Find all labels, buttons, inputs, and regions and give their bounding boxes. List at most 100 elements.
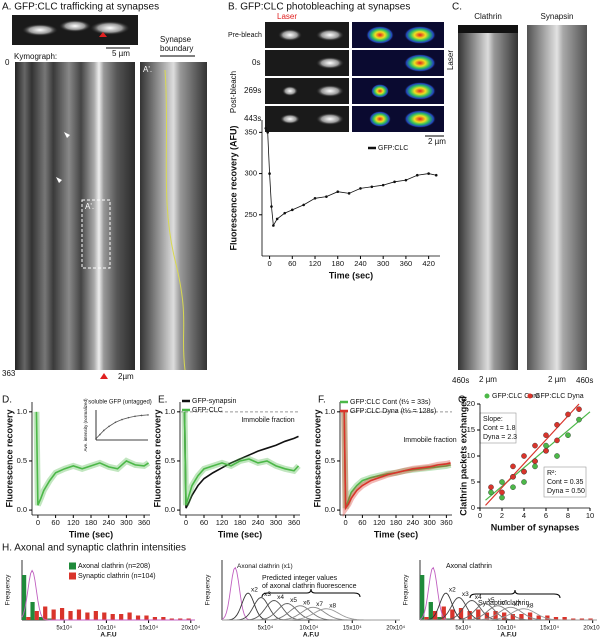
time-label: 460s	[452, 376, 469, 385]
bar	[571, 618, 576, 620]
curve-label: x3	[462, 591, 469, 598]
y-axis-label: Fluorescence recovery (AFU)	[228, 125, 238, 250]
point	[521, 479, 527, 485]
curve-label: x6	[303, 599, 310, 606]
x-tick-label: 8	[566, 511, 570, 520]
bar	[424, 617, 429, 620]
x-tick-label: 10	[586, 511, 594, 520]
point	[499, 489, 505, 496]
x-tick-label: 300	[377, 259, 390, 268]
time-label: 460s	[576, 376, 593, 385]
scale-label: 2µm	[118, 372, 134, 381]
time-label: 0	[5, 58, 10, 67]
bar	[135, 615, 141, 620]
x-tick-label: 360	[400, 259, 413, 268]
y-tick-label: 0.0	[17, 505, 27, 514]
chart-title: soluble GFP (untagged)	[88, 400, 152, 406]
bar	[110, 614, 115, 620]
x-axis-label: Time (sec)	[69, 529, 113, 539]
bar	[76, 609, 82, 620]
kymograph-zoom	[140, 62, 207, 370]
curve-label: x7	[316, 601, 323, 608]
y-axis-label: Fluorescence recovery	[4, 409, 14, 507]
y-tick-label: 1.0	[165, 407, 175, 416]
x-tick-label: 60	[358, 518, 366, 527]
curve	[221, 592, 400, 621]
series-line	[183, 411, 300, 506]
y-tick-label: 300	[244, 169, 257, 178]
legend-label: GFP:CLC	[378, 145, 408, 152]
point	[554, 453, 560, 459]
annotation: Dyna = 2.3	[483, 434, 517, 441]
bar	[476, 609, 481, 620]
x-tick-label: 20x10⁴	[386, 625, 405, 632]
bar	[127, 612, 132, 620]
bar	[579, 618, 585, 620]
boundary-trace	[164, 69, 186, 371]
chart: Ave. intensity (normalized) soluble GFP (…	[83, 398, 152, 451]
curve-label: x2	[449, 587, 456, 594]
y-tick-label: 5	[471, 477, 475, 486]
x-tick-label: 420	[422, 259, 435, 268]
y-tick-label: 250	[244, 210, 257, 219]
panel-label: F.	[318, 395, 326, 406]
point	[499, 494, 505, 501]
point	[488, 484, 494, 491]
bleach-band	[458, 25, 518, 33]
curve-label: x8	[527, 602, 534, 609]
curve-label: x4	[277, 594, 284, 601]
x-tick-label: 120	[67, 518, 80, 527]
bar	[519, 614, 524, 620]
kymograph	[458, 25, 518, 370]
channel-label: Clathrin	[474, 12, 502, 21]
x-tick-label: 0	[267, 259, 271, 268]
scale-label: 2 µm	[548, 375, 566, 384]
chart: 0.0 0.5 1.0 0 60 120 180 240 300 360 Time (sec) Flu…	[2, 395, 150, 540]
label: boundary	[160, 44, 193, 53]
bar	[186, 618, 191, 620]
legend-swatch	[69, 572, 76, 580]
x-axis-label: Number of synapses	[491, 522, 580, 532]
curve-label: x4	[475, 594, 482, 601]
bar	[22, 575, 27, 620]
y-tick-label: 10	[467, 451, 475, 460]
y-axis-label: Clathrin packets exchanged	[458, 396, 468, 516]
y-tick-label: 350	[244, 127, 257, 136]
x-tick-label: 4	[522, 511, 526, 520]
legend-label: GFP:CLC Cont	[492, 393, 539, 400]
bar	[30, 602, 35, 620]
legend-label: GFP:CLC Cont (t½ = 33s)	[350, 398, 431, 406]
point	[532, 442, 538, 449]
x-tick-label: 5x10⁴	[56, 625, 72, 632]
chart: 5x10⁴ 10x10⁴ 15x10⁴ 20x10⁴ A.F.U Frequency Axo…	[5, 560, 201, 639]
bar	[502, 612, 507, 620]
panel-label: D.	[2, 395, 12, 406]
curve-label: x2	[251, 587, 258, 594]
point	[532, 463, 538, 470]
x-tick-label: 360	[440, 518, 453, 527]
chart: 5x10⁴ 10x10⁴ 15x10⁴ 20x10⁴ A.F.U Frequency Pre…	[205, 560, 406, 639]
bar	[553, 617, 559, 620]
x-tick-label: 15x10⁴	[139, 625, 158, 632]
error-band	[341, 411, 452, 510]
blob	[59, 20, 91, 32]
y-axis-label: Fluorescence recovery	[152, 409, 162, 507]
label: Kymograph:	[14, 52, 57, 61]
bar	[85, 612, 90, 620]
bar	[169, 618, 174, 620]
point	[521, 453, 527, 459]
curve-label: x5	[290, 597, 297, 604]
x-axis-label: A.F.U	[500, 632, 517, 639]
blobs	[278, 29, 344, 125]
x-tick-label: 10x10⁴	[299, 625, 318, 632]
x-tick-label: 0	[478, 511, 482, 520]
point	[510, 473, 516, 480]
channel-label: Synapsin	[541, 12, 574, 21]
x-tick-label: 20x10⁴	[583, 625, 600, 632]
x-axis-label: Time (sec)	[329, 270, 373, 280]
annotation: Dyna = 0.50	[547, 488, 585, 495]
annotation: R²:	[547, 470, 556, 477]
x-tick-label: 15x10⁴	[343, 625, 362, 632]
x-tick-label: 360	[288, 518, 301, 527]
legend-label: Synaptic clathrin (n=104)	[78, 573, 156, 580]
